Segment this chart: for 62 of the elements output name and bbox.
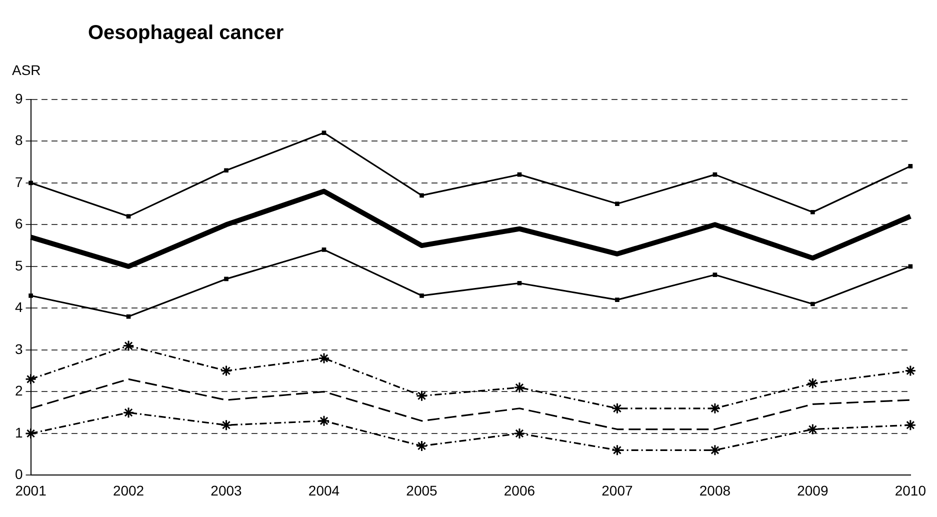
point: [615, 298, 620, 302]
point: [25, 428, 37, 440]
y-tick-label: 3: [14, 340, 23, 357]
point: [420, 193, 424, 198]
point: [318, 415, 330, 427]
point: [517, 172, 522, 177]
x-tick-label: 2010: [894, 482, 926, 498]
y-tick-label: 6: [14, 216, 23, 232]
x-tick-label: 2006: [504, 482, 536, 498]
point: [220, 419, 232, 431]
x-tick-label: 2005: [406, 482, 438, 498]
x-tick-label: 2009: [797, 482, 828, 498]
x-tick-label: 2004: [308, 482, 340, 498]
point: [908, 164, 913, 168]
x-tick-label: 2008: [699, 482, 731, 498]
point: [712, 272, 718, 277]
point: [615, 202, 620, 206]
point: [611, 444, 623, 456]
point: [416, 390, 428, 402]
y-tick-label: 0: [14, 466, 23, 482]
point: [224, 168, 228, 173]
point: [904, 419, 916, 431]
point: [420, 293, 424, 298]
chart-title: Oesophageal cancer: [88, 22, 284, 45]
x-tick-label: 2001: [15, 482, 47, 498]
point: [806, 378, 818, 390]
point: [904, 365, 916, 377]
y-tick-label: 2: [14, 382, 23, 399]
y-tick-label: 8: [14, 132, 23, 148]
point: [908, 264, 913, 269]
point: [322, 130, 326, 135]
point: [28, 180, 33, 186]
point: [517, 280, 522, 286]
point: [611, 402, 623, 414]
point: [25, 373, 37, 385]
point: [514, 428, 526, 440]
point: [220, 365, 232, 377]
point: [810, 302, 815, 306]
y-tick-label: 5: [14, 257, 23, 274]
point: [709, 402, 721, 414]
y-tick-label: 9: [14, 90, 23, 106]
x-tick-label: 2007: [602, 482, 633, 498]
point: [709, 444, 721, 456]
y-axis-title: ASR: [12, 62, 41, 78]
point: [318, 352, 330, 364]
point: [122, 340, 134, 352]
point: [126, 314, 131, 319]
y-tick-label: 4: [14, 299, 23, 316]
y-tick-label: 1: [14, 424, 23, 440]
point: [224, 276, 228, 282]
point: [322, 248, 326, 252]
y-tick-label: 7: [14, 174, 23, 190]
point: [122, 406, 134, 418]
point: [514, 382, 526, 394]
point: [126, 214, 131, 218]
point: [28, 293, 33, 298]
point: [806, 424, 818, 436]
point: [416, 440, 428, 452]
x-tick-label: 2003: [210, 482, 242, 498]
x-tick-label: 2002: [112, 482, 144, 498]
point: [810, 210, 815, 214]
point: [712, 172, 718, 177]
